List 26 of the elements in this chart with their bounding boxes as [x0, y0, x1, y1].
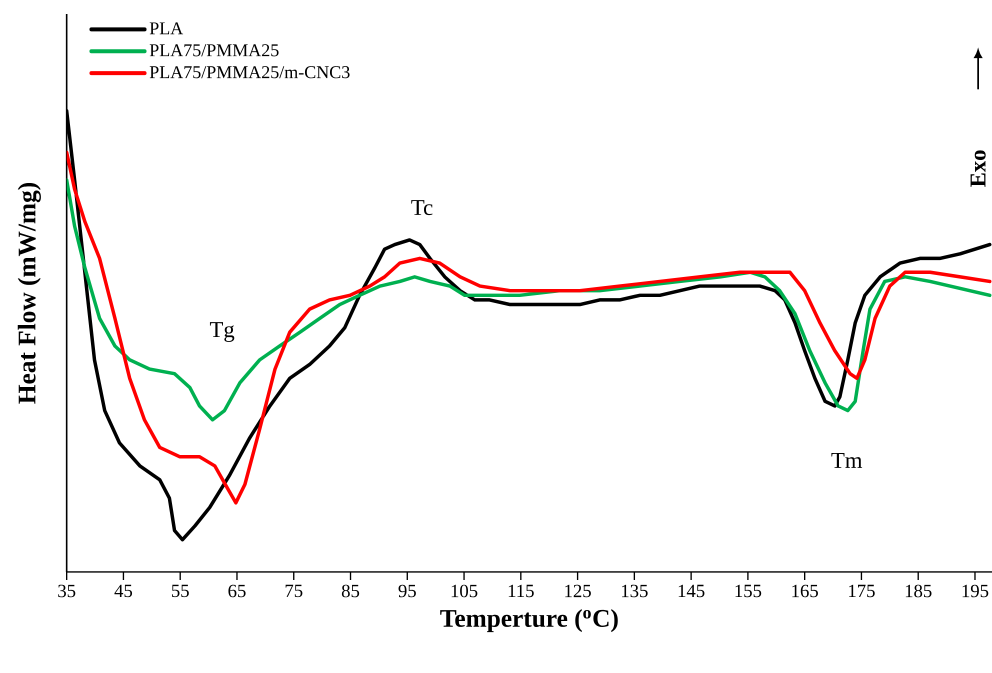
x-tick-label: 115 [508, 584, 534, 598]
y-axis-title: Heat Flow (mW/mg) [18, 182, 41, 404]
x-tick-label: 75 [286, 584, 302, 597]
legend-label: PLA [150, 22, 184, 34]
annotation: Exo [970, 150, 986, 187]
x-tick-label: 105 [452, 584, 478, 598]
annotation: Tc [411, 200, 432, 216]
x-tick-label: 85 [342, 584, 360, 598]
x-tick-label: 145 [678, 584, 704, 598]
legend-label: PLA75/PMMA25/m-CNC3 [150, 66, 350, 78]
annotation: Tg [210, 322, 234, 342]
x-tick-label: 35 [58, 584, 76, 598]
x-tick-label: 175 [849, 584, 875, 598]
x-tick-label: 45 [114, 584, 132, 598]
x-tick-label: 65 [228, 584, 246, 598]
x-tick-label: 195 [962, 584, 988, 598]
legend-label: PLA75/PMMA25 [150, 44, 279, 56]
x-tick-label: 165 [792, 584, 818, 598]
x-tick-label: 185 [906, 584, 932, 598]
x-axis-title: Temperture ($^{o}$C) [440, 608, 618, 632]
x-tick-label: 55 [172, 584, 189, 597]
x-tick-label: 155 [736, 584, 762, 598]
x-tick-label: 135 [622, 584, 648, 598]
annotation: Tm [831, 452, 862, 468]
x-tick-label: 95 [398, 584, 416, 598]
x-tick-label: 125 [565, 584, 591, 598]
